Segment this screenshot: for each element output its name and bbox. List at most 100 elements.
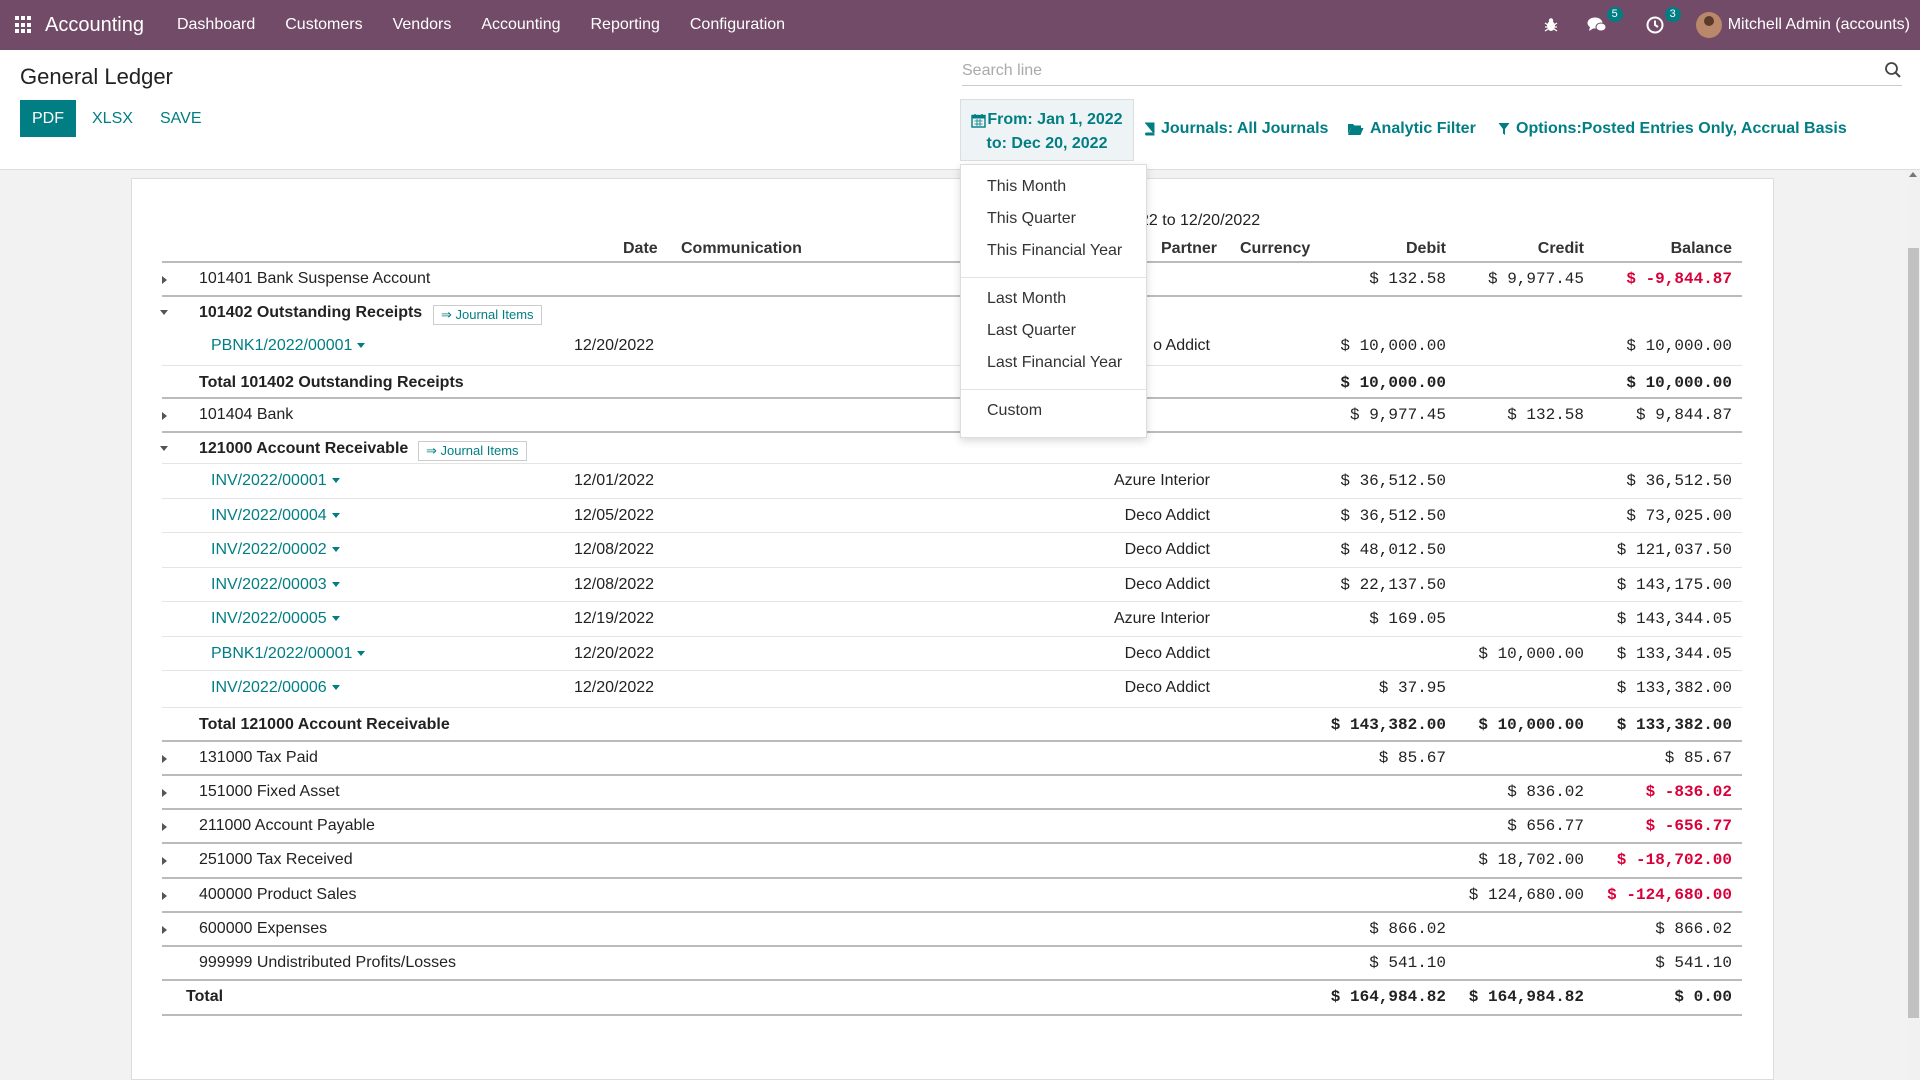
column-credit: Credit <box>1537 240 1584 257</box>
expand-caret-icon[interactable] <box>162 412 167 420</box>
row-divider <box>162 601 1742 602</box>
user-menu[interactable]: Mitchell Admin (accounts) <box>1727 16 1910 33</box>
account-label[interactable]: 999999 Undistributed Profits/Losses <box>199 954 457 971</box>
activity-clock-icon[interactable]: 3 <box>1644 7 1681 36</box>
amount-balance: $ 133,382.00 <box>1616 716 1732 734</box>
expand-caret-icon[interactable] <box>162 823 167 831</box>
amount-credit: $ 9,977.45 <box>1487 270 1584 288</box>
menu-dashboard[interactable]: Dashboard <box>176 16 256 33</box>
date-option-last-month[interactable]: Last Month <box>987 290 1067 307</box>
expand-caret-icon[interactable] <box>162 789 167 797</box>
xlsx-button[interactable]: XLSX <box>92 109 133 127</box>
control-panel: General Ledger PDF XLSX SAVE From: Jan 1… <box>0 50 1920 170</box>
chevron-down-icon[interactable] <box>331 547 340 553</box>
chevron-down-icon[interactable] <box>357 651 366 657</box>
amount-balance: $ -836.02 <box>1645 783 1732 801</box>
journal-entry-link[interactable]: INV/2022/00006 <box>211 679 340 697</box>
date-option-this-quarter[interactable]: This Quarter <box>987 210 1076 227</box>
amount-credit: $ 10,000.00 <box>1478 716 1584 734</box>
messages-count-badge: 5 <box>1606 7 1623 22</box>
journal-entry-link[interactable]: INV/2022/00004 <box>211 507 340 525</box>
date-option-custom[interactable]: Custom <box>987 402 1043 419</box>
account-label[interactable]: 121000 Account Receivable <box>199 440 409 457</box>
expand-caret-icon[interactable] <box>162 926 167 934</box>
journal-items-button[interactable]: ⇒ Journal Items <box>433 305 542 325</box>
account-label[interactable]: 211000 Account Payable <box>199 817 375 834</box>
search-bar <box>962 58 1902 86</box>
pdf-button[interactable]: PDF <box>20 100 76 137</box>
entry-date: 12/20/2022 <box>574 679 655 696</box>
journal-items-button[interactable]: ⇒ Journal Items <box>418 441 527 461</box>
amount-debit: $ 9,977.45 <box>1349 406 1446 424</box>
journal-entry-link[interactable]: INV/2022/00001 <box>211 472 340 490</box>
menu-accounting[interactable]: Accounting <box>481 16 561 33</box>
date-option-last-quarter[interactable]: Last Quarter <box>987 322 1076 339</box>
menu-reporting[interactable]: Reporting <box>590 16 660 33</box>
column-date: Date <box>623 240 658 257</box>
expand-caret-icon[interactable] <box>162 276 167 284</box>
menu-configuration[interactable]: Configuration <box>689 16 786 33</box>
date-filter-button[interactable]: From: Jan 1, 2022 to: Dec 20, 2022 <box>960 99 1134 161</box>
account-label[interactable]: 400000 Product Sales <box>199 886 357 903</box>
menu-vendors[interactable]: Vendors <box>392 16 452 33</box>
bug-icon[interactable] <box>1540 14 1562 36</box>
amount-balance: $ 133,382.00 <box>1616 679 1732 697</box>
chevron-down-icon[interactable] <box>331 582 340 588</box>
row-divider <box>162 740 1742 742</box>
chevron-down-icon[interactable] <box>331 616 340 622</box>
search-icon[interactable] <box>1884 61 1902 79</box>
journal-entry-link[interactable]: PBNK1/2022/00001 <box>211 645 366 663</box>
journal-entry-link[interactable]: INV/2022/00005 <box>211 610 340 628</box>
scrollbar-thumb[interactable] <box>1908 248 1919 1018</box>
journal-entry-link[interactable]: INV/2022/00003 <box>211 576 340 594</box>
dropdown-divider <box>961 277 1146 278</box>
account-label[interactable]: 101404 Bank <box>199 406 294 423</box>
options-filter-label: Options:Posted Entries Only, Accrual Bas… <box>1516 120 1847 137</box>
app-grid-icon[interactable] <box>15 16 33 34</box>
folder-open-icon <box>1348 124 1364 135</box>
journals-filter-button[interactable]: Journals: All Journals <box>1143 120 1328 138</box>
account-label[interactable]: 600000 Expenses <box>199 920 328 937</box>
options-filter-button[interactable]: Options:Posted Entries Only, Accrual Bas… <box>1498 120 1847 138</box>
search-input[interactable] <box>962 58 1862 84</box>
collapse-caret-icon[interactable] <box>160 446 168 451</box>
journal-entry-link[interactable]: INV/2022/00002 <box>211 541 340 559</box>
journal-entry-link[interactable]: PBNK1/2022/00001 <box>211 337 366 355</box>
date-option-last-financial-year[interactable]: Last Financial Year <box>987 354 1123 371</box>
expand-caret-icon[interactable] <box>162 755 167 763</box>
account-label[interactable]: 151000 Fixed Asset <box>199 783 340 800</box>
chevron-down-icon[interactable] <box>357 343 366 349</box>
amount-credit: $ 124,680.00 <box>1468 886 1584 904</box>
entry-partner: Deco Addict <box>1124 645 1210 662</box>
expand-caret-icon[interactable] <box>162 892 167 900</box>
messages-icon[interactable]: 5 <box>1586 7 1623 36</box>
expand-caret-icon[interactable] <box>162 857 167 865</box>
account-label[interactable]: 101401 Bank Suspense Account <box>199 270 431 287</box>
chevron-down-icon[interactable] <box>331 478 340 484</box>
collapse-caret-icon[interactable] <box>160 310 168 315</box>
entry-partner: Deco Addict <box>1124 679 1210 696</box>
amount-balance: $ -18,702.00 <box>1616 851 1732 869</box>
save-button[interactable]: SAVE <box>160 109 202 127</box>
amount-balance: $ 10,000.00 <box>1626 337 1732 355</box>
scroll-up-arrow-icon[interactable] <box>1909 172 1917 177</box>
calendar-icon <box>971 113 987 128</box>
row-divider <box>162 842 1742 844</box>
entry-partner: Azure Interior <box>1113 610 1210 627</box>
menu-customers[interactable]: Customers <box>285 16 363 33</box>
row-divider <box>162 636 1742 637</box>
amount-debit: $ 132.58 <box>1369 270 1446 288</box>
amount-debit: $ 37.95 <box>1378 679 1446 697</box>
chevron-down-icon[interactable] <box>331 513 340 519</box>
entry-partner: Deco Addict <box>1124 507 1210 524</box>
analytic-filter-button[interactable]: Analytic Filter <box>1347 120 1476 138</box>
user-avatar[interactable] <box>1695 12 1722 38</box>
account-label[interactable]: 101402 Outstanding Receipts <box>199 304 423 321</box>
date-option-this-month[interactable]: This Month <box>987 178 1067 195</box>
account-label[interactable]: 131000 Tax Paid <box>199 749 318 766</box>
app-brand[interactable]: Accounting <box>45 13 144 36</box>
amount-balance: $ -9,844.87 <box>1626 270 1732 288</box>
chevron-down-icon[interactable] <box>331 685 340 691</box>
account-label[interactable]: 251000 Tax Received <box>199 851 353 868</box>
date-option-this-financial-year[interactable]: This Financial Year <box>987 242 1123 259</box>
